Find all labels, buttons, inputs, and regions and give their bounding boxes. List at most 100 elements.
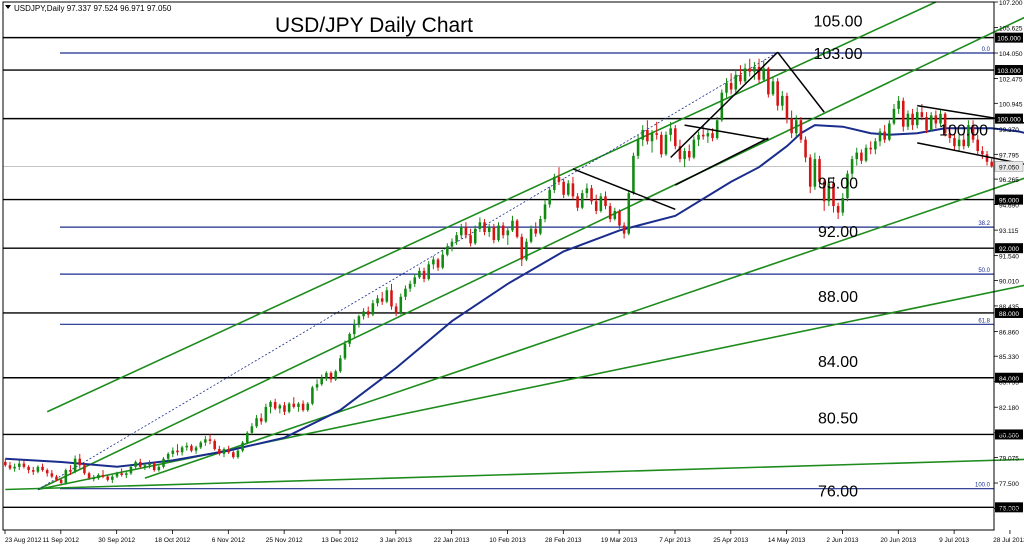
candle-bullish	[64, 470, 68, 484]
candle-bullish	[352, 324, 356, 335]
candle-bearish	[971, 125, 975, 140]
candle-bearish	[655, 133, 658, 135]
candle-bullish	[339, 358, 342, 372]
candle-bullish	[111, 476, 114, 480]
pattern-trendline	[917, 142, 1024, 165]
candle-bullish	[204, 439, 207, 443]
level-label: 76.00	[818, 483, 858, 500]
y-axis-tick-label: 99.370	[999, 127, 1019, 134]
candle-bearish	[711, 133, 714, 139]
candle-bearish	[213, 440, 216, 450]
candle-bullish	[315, 384, 319, 388]
candle-bullish	[357, 316, 361, 325]
x-axis-tick-label: 9 Jul 2013	[939, 537, 969, 544]
x-axis-tick-label: 25 Nov 2012	[266, 537, 303, 544]
level-axis-tag-text: 80.500	[999, 432, 1019, 439]
candle-bearish	[776, 81, 779, 106]
candle-bullish	[459, 227, 463, 236]
candle-bearish	[618, 210, 621, 226]
y-axis-tick-label: 85.330	[999, 354, 1019, 361]
candle-bearish	[45, 470, 49, 474]
y-axis-tick-label: 75.925	[999, 507, 1019, 514]
channel-trendline	[37, 16, 1024, 491]
candle-bullish	[613, 210, 617, 220]
candle-bearish	[176, 450, 179, 453]
candle-bearish	[83, 465, 86, 474]
y-axis-tick-label: 104.050	[999, 51, 1023, 58]
candle-bearish	[120, 473, 123, 475]
candle-bearish	[422, 270, 426, 279]
level-label: 80.50	[818, 410, 858, 427]
candle-bearish	[501, 225, 505, 236]
candle-bearish	[985, 154, 989, 162]
candle-bullish	[92, 478, 96, 480]
candle-bullish	[641, 129, 645, 140]
candle-bearish	[925, 116, 928, 130]
candle-bullish	[455, 235, 458, 242]
candle-bullish	[418, 270, 421, 278]
candle-bullish	[743, 68, 747, 82]
candle-bullish	[311, 387, 314, 404]
candle-bullish	[143, 465, 147, 467]
candle-bullish	[250, 426, 254, 433]
candle-bullish	[725, 82, 728, 93]
candle-bearish	[59, 479, 63, 484]
candle-bearish	[8, 465, 12, 469]
candle-bullish	[548, 189, 551, 205]
level-axis-tag	[995, 372, 1023, 383]
candle-bullish	[36, 466, 40, 472]
candle-bullish	[497, 225, 500, 241]
x-axis-tick-label: 2 Jun 2013	[826, 537, 859, 544]
candle-bearish	[534, 228, 538, 234]
x-axis-tick-label: 10 Feb 2013	[489, 537, 526, 544]
candle-bearish	[208, 439, 212, 441]
candle-bearish	[571, 183, 575, 197]
candle-bearish	[990, 161, 993, 167]
candle-bearish	[464, 227, 468, 236]
current-price-tag	[994, 161, 1024, 172]
level-axis-tag-text: 100.000	[997, 117, 1021, 124]
y-axis-tick-label: 83.755	[999, 380, 1019, 387]
candle-bullish	[13, 466, 16, 469]
candle-bullish	[245, 432, 249, 443]
level-axis-tag	[995, 194, 1023, 205]
candle-bullish	[762, 68, 765, 80]
candle-bullish	[892, 108, 896, 124]
candle-bearish	[27, 466, 30, 471]
fib-level-label: 100.0	[975, 483, 991, 489]
level-label: 95.00	[818, 176, 858, 193]
pattern-trendline	[670, 51, 779, 159]
candle-bullish	[222, 449, 226, 454]
candle-bearish	[292, 403, 296, 407]
candle-bullish	[376, 298, 379, 304]
candle-bullish	[166, 453, 170, 459]
candle-bullish	[306, 403, 310, 411]
candle-bullish	[841, 197, 845, 213]
pattern-trendline	[917, 104, 1024, 124]
candle-bearish	[976, 139, 979, 152]
candle-bullish	[580, 193, 584, 208]
candle-bullish	[478, 222, 482, 229]
level-axis-tag	[995, 429, 1023, 440]
candle-bearish	[590, 188, 593, 202]
pattern-trendline	[777, 51, 825, 113]
pattern-trendline	[674, 137, 769, 186]
candle-bullish	[827, 183, 831, 202]
y-axis-tick-label: 91.540	[999, 254, 1019, 261]
candle-bullish	[115, 473, 119, 477]
candle-bearish	[562, 181, 565, 195]
candle-bullish	[320, 377, 323, 385]
x-axis-tick-label: 25 Apr 2013	[713, 537, 748, 544]
candle-bearish	[832, 183, 835, 207]
candle-bullish	[487, 227, 491, 232]
level-label: 92.00	[818, 224, 858, 241]
fib-level-label: 38.2	[978, 221, 990, 227]
candle-bullish	[636, 139, 640, 156]
candle-bearish	[920, 112, 924, 117]
candle-bearish	[492, 227, 496, 241]
pattern-trendline	[684, 124, 769, 141]
level-axis-tag-text: 95.000	[999, 198, 1019, 205]
candle-bullish	[450, 241, 454, 247]
symbol-dropdown-icon[interactable]	[5, 5, 11, 9]
